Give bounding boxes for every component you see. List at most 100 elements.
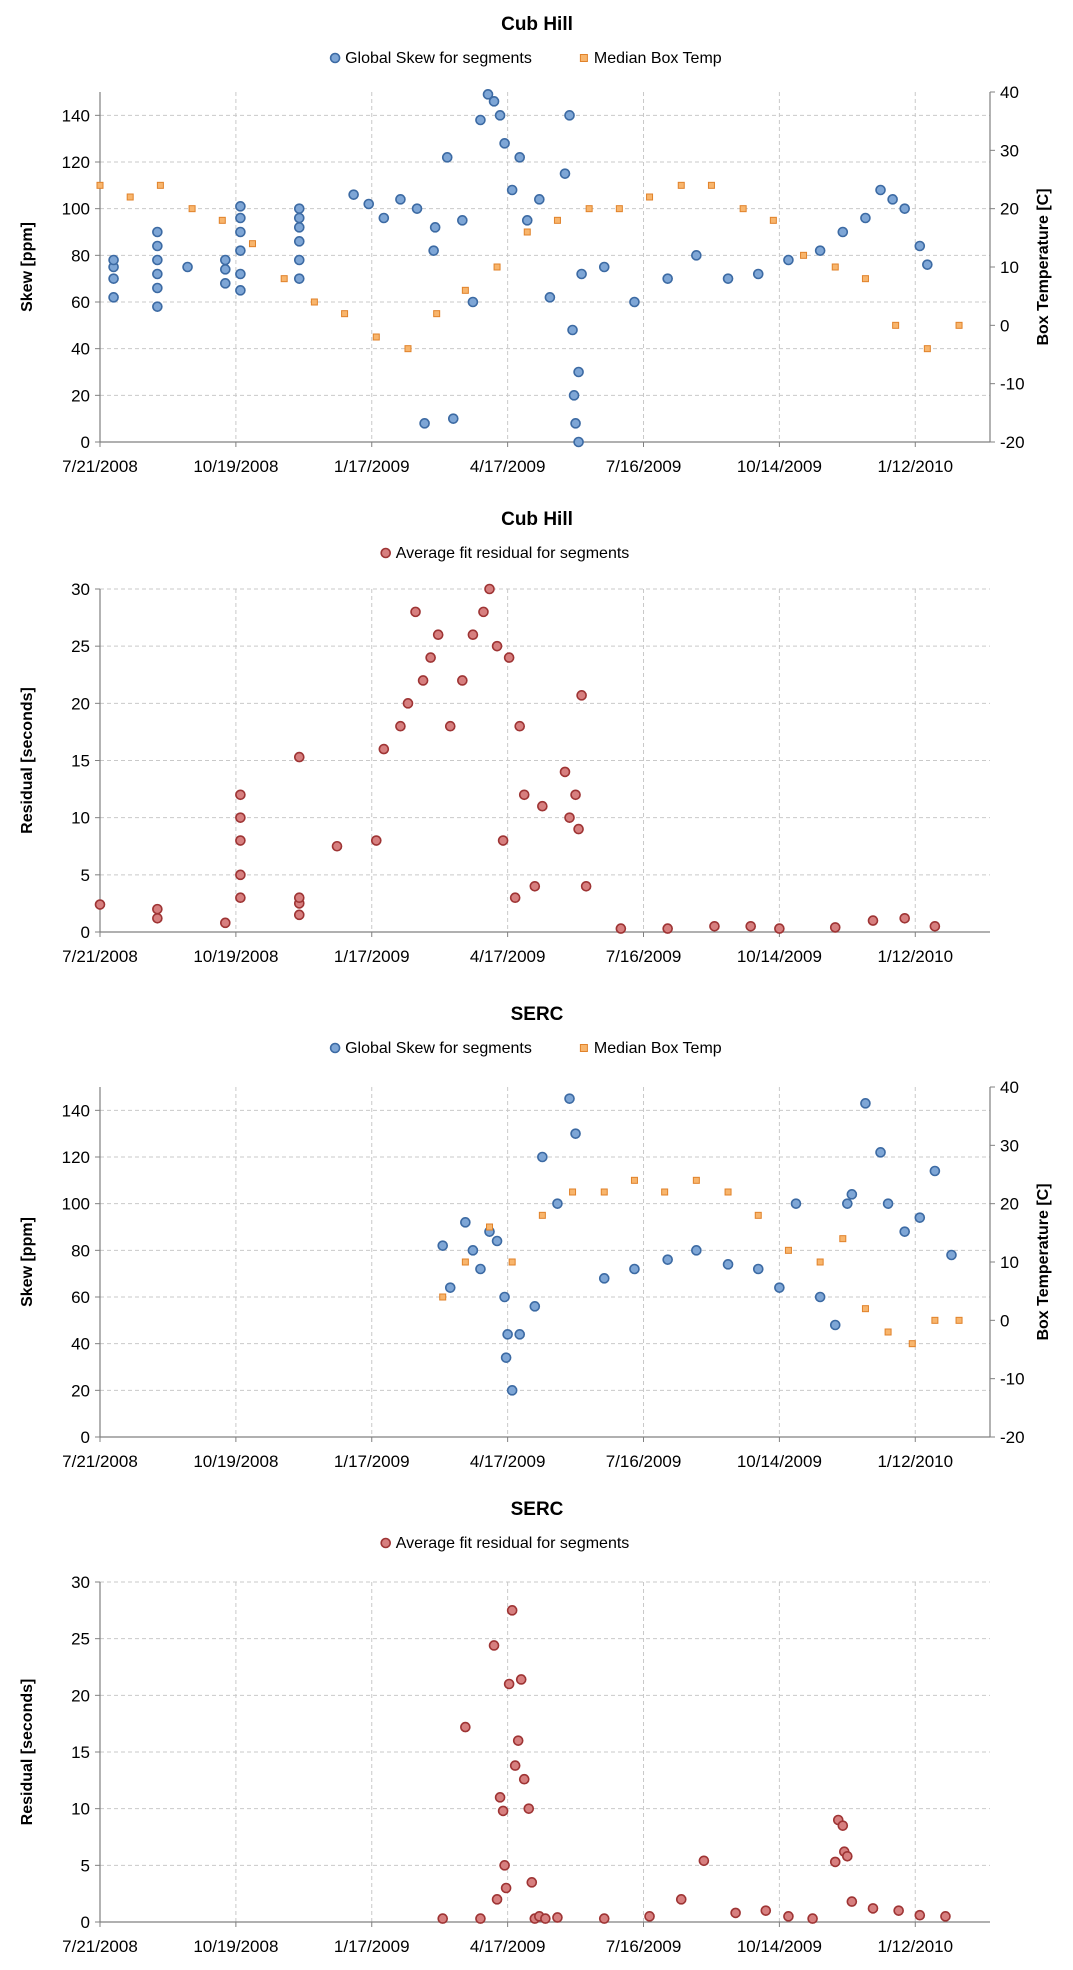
data-point — [514, 152, 526, 163]
data-point — [899, 1226, 910, 1237]
legend-label: Average fit residual for segments — [396, 1535, 630, 1552]
data-point — [570, 418, 581, 429]
data-point — [629, 1263, 640, 1275]
data-point — [518, 789, 530, 801]
data-point — [707, 181, 715, 189]
data-point — [846, 1896, 858, 1907]
data-point — [922, 259, 933, 270]
y2-axis-title: Box Temperature [C] — [1035, 188, 1052, 345]
y-tick-label: 30 — [71, 1573, 90, 1592]
x-tick-label: 1/12/2010 — [877, 1937, 953, 1956]
y-tick-label: 40 — [71, 340, 90, 359]
data-point — [893, 1905, 904, 1916]
legend-marker — [380, 1537, 392, 1549]
data-point — [691, 250, 702, 261]
x-tick-label: 1/17/2009 — [334, 1937, 410, 1956]
y-tick-label: 100 — [62, 200, 90, 219]
data-point — [235, 268, 246, 280]
data-point — [552, 1198, 563, 1209]
chart-title: SERC — [511, 1004, 564, 1025]
legend-item-1: Average fit residual for segments — [380, 545, 629, 562]
data-point — [94, 899, 106, 910]
data-point — [784, 1246, 792, 1254]
data-point — [503, 1678, 515, 1690]
y-tick-label: 140 — [62, 106, 90, 125]
legend-item-2: Median Box Temp — [579, 1040, 722, 1057]
data-point — [644, 1911, 655, 1922]
data-point — [568, 390, 580, 401]
data-point — [534, 194, 545, 205]
y2-tick-label: 10 — [1000, 1253, 1019, 1272]
data-point — [460, 1217, 471, 1228]
y2-tick-label: -20 — [1000, 1428, 1025, 1447]
x-tick-label: 4/17/2009 — [470, 947, 546, 966]
data-point — [482, 89, 494, 100]
data-point — [508, 1258, 516, 1266]
data-point — [829, 1856, 841, 1868]
data-point — [433, 310, 441, 318]
x-tick-label: 7/21/2008 — [62, 1937, 138, 1956]
y2-tick-label: -10 — [1000, 375, 1025, 394]
data-point — [152, 226, 163, 238]
x-tick-label: 7/21/2008 — [62, 947, 138, 966]
data-point — [875, 184, 886, 196]
data-point — [331, 840, 343, 852]
data-point — [293, 212, 305, 224]
data-point — [500, 1882, 512, 1894]
data-point — [293, 236, 305, 247]
data-point — [235, 835, 246, 846]
data-point — [570, 1128, 581, 1139]
y-tick-label: 20 — [71, 694, 90, 713]
data-point — [499, 1860, 510, 1871]
data-point — [867, 915, 879, 926]
y-tick-label: 0 — [81, 1913, 90, 1932]
data-point — [600, 1188, 608, 1196]
data-point — [493, 263, 501, 271]
data-point — [341, 310, 349, 318]
data-point — [662, 273, 673, 284]
data-point — [497, 1805, 509, 1817]
data-point — [814, 1291, 826, 1303]
data-point — [523, 228, 531, 236]
data-point — [218, 216, 226, 224]
data-point — [503, 652, 515, 663]
data-point — [152, 268, 163, 280]
data-point — [429, 222, 441, 233]
y2-tick-label: 40 — [1000, 83, 1019, 102]
x-tick-label: 7/16/2009 — [606, 457, 682, 476]
data-point — [514, 1329, 526, 1340]
data-point — [484, 583, 495, 595]
series-1 — [437, 1605, 951, 1924]
data-point — [220, 264, 231, 275]
y-axis-title: Skew [ppm] — [19, 1217, 36, 1307]
data-point — [709, 920, 720, 932]
data-point — [108, 254, 119, 266]
data-point — [875, 1147, 886, 1158]
data-point — [646, 193, 654, 201]
data-point — [860, 1098, 871, 1109]
data-point — [615, 923, 627, 934]
data-point — [378, 212, 390, 224]
data-point — [502, 1329, 513, 1340]
data-point — [411, 203, 423, 214]
data-point — [598, 261, 610, 273]
data-point — [439, 1293, 447, 1301]
data-point — [790, 1198, 802, 1209]
data-point — [457, 215, 468, 226]
legend-label: Median Box Temp — [594, 50, 722, 67]
data-point — [914, 240, 926, 252]
data-point — [615, 205, 623, 213]
x-tick-label: 1/17/2009 — [334, 457, 410, 476]
x-tick-label: 7/16/2009 — [606, 1452, 682, 1471]
data-point — [529, 880, 541, 892]
data-point — [499, 1291, 510, 1303]
data-point — [437, 1240, 449, 1251]
y-tick-label: 25 — [71, 637, 90, 656]
data-point — [931, 1316, 939, 1324]
data-point — [363, 198, 375, 210]
data-point — [842, 1850, 853, 1862]
data-point — [540, 1913, 551, 1924]
chart-panel-1: Cub Hill Global Skew for segments Median B… — [19, 14, 1052, 476]
data-point — [441, 152, 453, 163]
x-tick-label: 1/17/2009 — [334, 947, 410, 966]
